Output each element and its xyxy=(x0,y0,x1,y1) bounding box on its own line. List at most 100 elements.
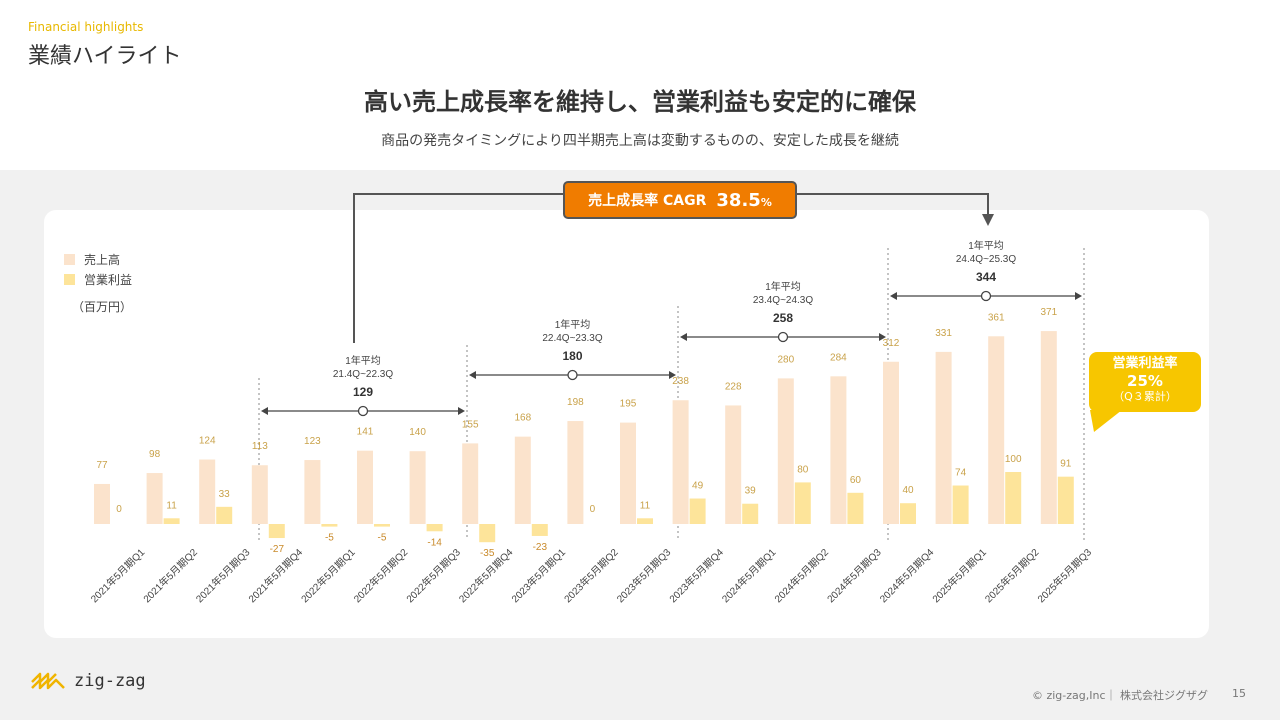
profit-value-label: 0 xyxy=(116,504,122,515)
average-period: 22.4Q~23.3Q xyxy=(542,333,603,344)
profit-value-label: 100 xyxy=(1005,454,1022,465)
sales-value-label: 123 xyxy=(304,436,321,447)
cagr-badge: 売上成長率 CAGR 38.5% xyxy=(563,181,797,219)
cagr-connector-right xyxy=(797,193,989,216)
average-arrow-right xyxy=(879,333,886,341)
profit-value-label: -5 xyxy=(325,533,334,544)
x-tick-label: 2024年5月期Q1 xyxy=(719,545,779,605)
sales-bar xyxy=(514,436,531,524)
subheadline: 商品の発売タイミングにより四半期売上高は変動するものの、安定した成長を継続 xyxy=(381,133,899,149)
average-value: 129 xyxy=(353,385,373,399)
sales-bar xyxy=(620,422,636,524)
profit-value-label: -14 xyxy=(427,537,442,548)
page-title: 業績ハイライト xyxy=(28,44,182,69)
profit-bar xyxy=(847,492,864,524)
page-number: 15 xyxy=(1232,687,1246,700)
profit-value-label: 33 xyxy=(219,489,231,500)
average-label: 1年平均 xyxy=(765,280,801,293)
average-arrow-left xyxy=(890,292,897,300)
average-marker xyxy=(357,405,369,417)
average-marker xyxy=(980,290,992,302)
profit-bar xyxy=(268,524,285,539)
profit-bar xyxy=(689,498,706,524)
average-value: 344 xyxy=(976,270,996,284)
sales-value-label: 371 xyxy=(1040,307,1057,318)
profit-value-label: 11 xyxy=(166,500,177,511)
sales-value-label: 195 xyxy=(620,399,637,410)
bubble-tail xyxy=(1090,410,1122,432)
x-tick-label: 2025年5月期Q3 xyxy=(1035,545,1095,605)
profit-bar xyxy=(426,524,443,532)
profit-value-label: 11 xyxy=(640,500,651,511)
copyright: © zig-zag,Inc｜ 株式会社ジグザグ xyxy=(1031,689,1208,702)
x-tick-label: 2025年5月期Q2 xyxy=(982,545,1042,605)
sales-value-label: 198 xyxy=(567,397,584,408)
sales-bar xyxy=(883,361,899,524)
profit-bar xyxy=(163,518,180,524)
sales-bar xyxy=(672,400,689,524)
x-tick-label: 2021年5月期Q1 xyxy=(88,545,148,605)
sales-bar xyxy=(94,483,110,524)
sales-value-label: 77 xyxy=(96,460,108,471)
sales-bar xyxy=(409,451,426,524)
average-period: 21.4Q~22.3Q xyxy=(333,369,394,380)
x-tick-label: 2023年5月期Q4 xyxy=(666,545,726,605)
sales-value-label: 280 xyxy=(777,354,794,365)
average-label: 1年平均 xyxy=(345,354,381,367)
x-tick-label: 2023年5月期Q3 xyxy=(614,545,674,605)
profit-value-label: 49 xyxy=(692,481,704,492)
sales-bar xyxy=(935,351,952,524)
profit-bar xyxy=(374,524,390,527)
x-tick-label: 2023年5月期Q1 xyxy=(509,545,569,605)
x-tick-label: 2024年5月期Q3 xyxy=(824,545,884,605)
x-tick-label: 2024年5月期Q4 xyxy=(877,545,937,605)
eyebrow-label: Financial highlights xyxy=(28,20,144,34)
headline: 高い売上成長率を維持し、営業利益も安定的に確保 xyxy=(364,88,916,116)
sales-value-label: 284 xyxy=(830,352,847,363)
legend-item-sales: 売上高 xyxy=(64,249,132,269)
average-marker xyxy=(777,331,789,343)
x-tick-label: 2024年5月期Q2 xyxy=(772,545,832,605)
x-tick-label: 2022年5月期Q2 xyxy=(351,545,411,605)
legend-swatch-sales xyxy=(64,253,75,265)
profit-bar xyxy=(1057,476,1074,524)
cagr-connector-left xyxy=(353,193,563,343)
profit-bar xyxy=(216,506,233,524)
sales-value-label: 331 xyxy=(935,328,952,339)
sales-bar xyxy=(146,473,163,524)
logo-text: zig-zag xyxy=(74,671,146,691)
x-tick-label: 2021年5月期Q2 xyxy=(140,545,200,605)
profit-bar xyxy=(1005,472,1022,524)
sales-bar xyxy=(567,421,584,524)
sales-value-label: 238 xyxy=(672,376,689,387)
average-arrow-right xyxy=(458,407,465,415)
sales-bar xyxy=(988,336,1005,524)
sales-bar xyxy=(251,465,268,524)
x-tick-label: 2021年5月期Q3 xyxy=(193,545,253,605)
x-tick-label: 2022年5月期Q3 xyxy=(403,545,463,605)
sales-value-label: 98 xyxy=(149,449,161,460)
average-arrow-left xyxy=(680,333,687,341)
sales-bar xyxy=(1040,331,1057,524)
profit-bar xyxy=(479,524,496,543)
sales-value-label: 124 xyxy=(199,436,216,447)
legend-label-sales: 売上高 xyxy=(84,252,121,267)
x-tick-label: 2025年5月期Q1 xyxy=(929,545,989,605)
profit-value-label: 60 xyxy=(850,475,862,486)
profit-bar xyxy=(900,503,916,524)
sales-bar xyxy=(357,450,373,524)
average-label: 1年平均 xyxy=(555,318,591,331)
chart-legend: 売上高 営業利益 xyxy=(64,249,132,289)
cagr-value: 38.5 xyxy=(716,189,761,211)
sales-bar xyxy=(777,378,794,524)
legend-item-profit: 営業利益 xyxy=(64,269,132,289)
profit-value-label: 40 xyxy=(902,485,914,496)
profit-value-label: 74 xyxy=(955,468,967,479)
sales-value-label: 141 xyxy=(357,427,374,438)
sales-bar xyxy=(725,405,742,524)
average-label: 1年平均 xyxy=(968,239,1004,252)
sales-value-label: 168 xyxy=(514,413,531,424)
average-arrow-right xyxy=(669,371,676,379)
sales-value-label: 228 xyxy=(725,381,742,392)
